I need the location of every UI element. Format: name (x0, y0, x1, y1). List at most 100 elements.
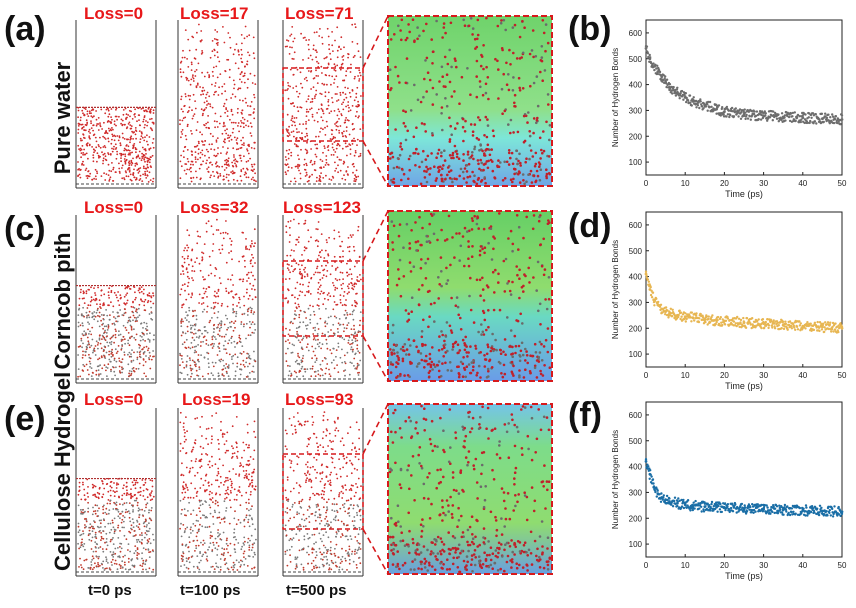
data-point (803, 510, 807, 513)
data-point (751, 317, 754, 320)
data-point (823, 326, 826, 329)
data-point (646, 52, 650, 55)
data-point (809, 510, 813, 514)
data-point (648, 477, 651, 480)
data-point (839, 322, 842, 325)
data-point (767, 324, 771, 327)
data-point (671, 505, 675, 508)
data-point (690, 104, 693, 107)
data-point (811, 324, 815, 328)
data-point (688, 94, 692, 97)
data-point (725, 105, 729, 109)
data-point (778, 504, 781, 507)
data-point (655, 495, 658, 498)
data-point (809, 322, 812, 325)
zoom-connector-bottom (362, 140, 389, 187)
data-point (678, 499, 681, 502)
plot-frame (645, 401, 843, 558)
data-point (775, 117, 779, 121)
data-point (690, 320, 693, 323)
data-point (656, 72, 659, 76)
data-point (770, 324, 773, 327)
zoom-inset-molecules (388, 404, 552, 574)
y-tick-label: 500 (629, 437, 643, 446)
data-point (744, 512, 748, 515)
zoom-inset-background (388, 16, 552, 186)
data-point (794, 119, 797, 123)
data-point (685, 317, 688, 321)
series-points (644, 458, 844, 518)
data-point (780, 511, 784, 514)
chart-f-hydrogen-bonds-cellulose-hydrogel: 0 10 20 30 40 50 100 200 300 400 500 600 Time (ps) Nu… (611, 401, 847, 581)
y-tick-label: 200 (629, 324, 643, 333)
data-point (734, 107, 737, 110)
snapshot-box (75, 20, 157, 189)
data-point (810, 505, 814, 508)
data-point (786, 328, 789, 331)
data-point (682, 98, 685, 101)
data-point (766, 318, 769, 321)
data-point (659, 74, 663, 77)
data-point (750, 109, 753, 113)
zoom-inset-border (387, 15, 553, 187)
data-point (828, 511, 831, 515)
data-point (768, 116, 772, 119)
data-point (677, 92, 680, 95)
data-point (691, 503, 694, 507)
data-point (808, 512, 811, 515)
data-point (644, 270, 648, 273)
data-point (645, 274, 648, 277)
data-point (830, 330, 833, 333)
data-point (672, 499, 676, 503)
data-point (827, 113, 830, 116)
data-point (791, 115, 794, 118)
data-point (689, 316, 692, 319)
data-point (700, 105, 704, 108)
time-label-t500: t=500 ps (286, 582, 347, 599)
data-point (710, 502, 713, 506)
simulation-row-3 (75, 403, 553, 577)
data-point (660, 492, 663, 495)
data-point (728, 319, 731, 322)
data-point (690, 311, 693, 314)
data-point (685, 96, 688, 100)
data-point (664, 313, 667, 316)
data-point (779, 508, 782, 511)
data-point (746, 117, 750, 120)
data-point (685, 100, 688, 104)
data-point (692, 96, 695, 99)
data-point (710, 500, 714, 504)
data-point (715, 501, 718, 504)
snapshot-box (177, 408, 259, 577)
data-point (815, 122, 818, 125)
data-point (816, 320, 819, 324)
data-point (675, 88, 679, 91)
data-point (695, 312, 698, 315)
data-point (649, 285, 652, 289)
data-point (783, 116, 786, 119)
data-point (697, 320, 701, 324)
data-point (650, 475, 653, 478)
data-point (664, 499, 667, 502)
data-point (701, 316, 705, 319)
data-point (762, 320, 765, 324)
x-axis: 0 10 20 30 40 50 (644, 172, 847, 188)
panel-label-d: (d) (568, 207, 612, 245)
data-point (686, 99, 690, 102)
data-point (806, 121, 810, 125)
y-tick-label: 500 (629, 247, 643, 256)
zoom-inset-border (387, 403, 553, 575)
data-point (715, 103, 718, 107)
data-point (717, 104, 721, 107)
data-point (738, 508, 741, 512)
y-tick-label: 400 (629, 81, 643, 90)
data-point (760, 326, 763, 330)
y-tick-label: 200 (629, 132, 643, 141)
data-point (782, 513, 785, 516)
data-point (676, 504, 679, 508)
data-point (720, 321, 723, 324)
chart-d-hydrogen-bonds-corncob-pith: 0 10 20 30 40 50 100 200 300 400 500 600 Time (ps) Nu… (611, 211, 847, 391)
data-point (788, 513, 792, 517)
data-point (719, 316, 722, 319)
data-point (685, 315, 688, 318)
